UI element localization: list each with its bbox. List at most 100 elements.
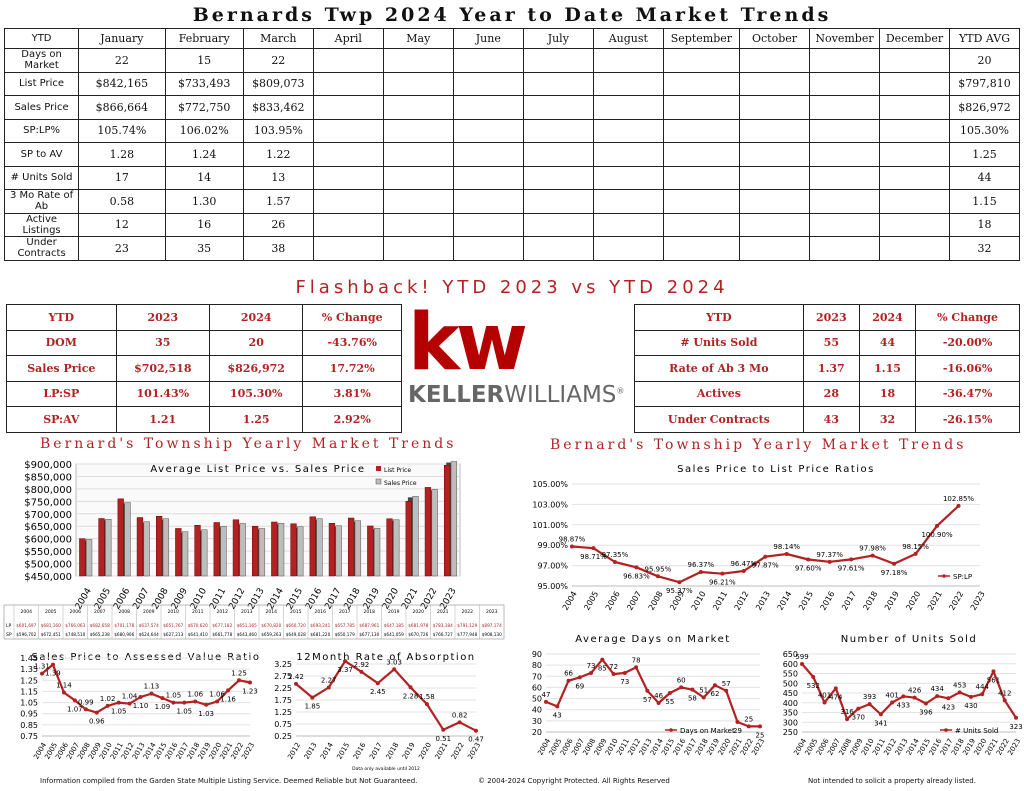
table-year: 2018 <box>364 609 376 615</box>
table-lp-value: $637,574 <box>139 623 159 628</box>
data-label: 0.51 <box>435 735 451 743</box>
data-label: 323 <box>1009 723 1022 731</box>
table-cell <box>592 142 664 167</box>
table-cell <box>522 212 594 237</box>
ytd-avg-cell: 32 <box>948 236 1021 261</box>
table-cell <box>382 212 454 237</box>
data-point <box>40 671 44 676</box>
table-cell <box>312 189 384 214</box>
table-cell: 103.95% <box>242 118 314 143</box>
table-cell: $833,462 <box>242 95 314 120</box>
table-cell: 26 <box>242 212 314 237</box>
table-year: 2014 <box>266 609 278 615</box>
table-lp-value: $657,785 <box>335 623 355 628</box>
table-sp-value: $649,028 <box>286 632 306 637</box>
data-point <box>946 696 951 701</box>
table-row: Active Listings 12 16 26 18 <box>3 212 1021 237</box>
table-cell: 17.72% <box>302 355 402 382</box>
bar-sales-price <box>431 489 438 577</box>
data-label: 66 <box>564 670 573 678</box>
data-label: 25 <box>744 715 753 723</box>
table-cell <box>592 212 664 237</box>
table-lp-value: $897,174 <box>482 623 502 628</box>
bar-sales-price <box>124 502 131 577</box>
table-cell <box>382 236 454 261</box>
y-tick-label: 0.25 <box>274 732 292 741</box>
table-cell <box>592 236 664 261</box>
row-label: SP <box>6 632 12 638</box>
data-point <box>655 574 660 579</box>
table-row: 3 Mo Rate of Ab 0.58 1.30 1.57 1.15 <box>3 189 1021 214</box>
data-label: 474 <box>829 693 843 701</box>
bar-list-price <box>348 517 355 577</box>
table-cell <box>312 142 384 167</box>
data-point <box>698 570 703 575</box>
x-tick-label: 2019 <box>401 741 417 760</box>
table-year: 2004 <box>21 609 33 615</box>
y-tick-label: $650,000 <box>24 522 72 533</box>
data-point <box>457 720 462 725</box>
table-sp-value: $680,906 <box>114 632 134 637</box>
data-label: 532 <box>807 682 820 690</box>
bar-sales-price <box>297 526 304 577</box>
bar-list-price <box>271 521 278 577</box>
table-cell: 1.21 <box>115 406 211 433</box>
y-tick-label: 1.35 <box>20 665 38 674</box>
table-cell: 101.43% <box>115 380 211 407</box>
data-label: 46 <box>654 692 663 700</box>
row-label: Under Contracts <box>634 406 804 433</box>
column-header: November <box>808 28 880 49</box>
data-label: 95.37% <box>666 587 693 595</box>
data-point <box>237 678 242 683</box>
table-cell <box>878 48 950 73</box>
table-cell <box>878 118 950 143</box>
data-label: 3.37 <box>337 666 353 674</box>
table-row: Under Contracts 23 35 38 32 <box>3 236 1021 261</box>
table-row: # Units Sold 55 44 -20.00% <box>634 329 1020 356</box>
y-tick-label: $450,000 <box>24 572 72 583</box>
legend-label: Sales Price <box>384 480 417 487</box>
chart-title: Average List Price vs. Sales Price <box>150 464 365 475</box>
row-label: # Units Sold <box>634 329 804 356</box>
table-lp-value: $677,182 <box>212 623 232 628</box>
table-cell <box>382 48 454 73</box>
table-cell <box>808 212 880 237</box>
data-label: 97.98% <box>859 545 886 553</box>
table-cell: $809,073 <box>242 71 314 96</box>
table-cell <box>662 118 740 143</box>
data-label: 423 <box>942 703 955 711</box>
data-label: 401 <box>818 692 831 700</box>
table-year: 2021 <box>437 609 449 615</box>
table-cell: 106.02% <box>164 118 244 143</box>
chart-note: Data only available until 2012 <box>352 766 420 772</box>
data-point <box>50 662 55 667</box>
data-label: 2.27 <box>321 677 337 685</box>
data-point <box>923 701 928 706</box>
data-point <box>890 700 895 705</box>
data-point <box>375 681 380 686</box>
ytd-avg-cell: $797,810 <box>948 71 1021 96</box>
table-cell: 22 <box>78 48 166 73</box>
data-point <box>408 685 413 690</box>
table-lp-value: $791,129 <box>457 623 477 628</box>
data-point <box>441 727 446 732</box>
data-label: 561 <box>987 676 1000 684</box>
monthly-trends-table: YTD January February March April May June July A… <box>3 28 1021 261</box>
data-label: 1.39 <box>45 670 61 678</box>
data-point <box>656 701 661 706</box>
bar-sales-price <box>220 525 227 577</box>
table-lp-value: $660,720 <box>286 623 306 628</box>
bar-list-price <box>309 516 316 577</box>
data-point <box>600 657 605 662</box>
table-lp-value: $682,658 <box>90 623 110 628</box>
bar-list-price <box>405 501 412 577</box>
table-cell <box>312 95 384 120</box>
table-cell <box>522 118 594 143</box>
x-tick-label: 2017 <box>368 741 384 760</box>
data-label: 97.37% <box>816 551 843 559</box>
table-cell: 1.28 <box>78 142 166 167</box>
table-sp-value: $766,727 <box>433 632 453 637</box>
table-sp-value: $665,238 <box>90 632 110 637</box>
logo-reg: ® <box>616 386 625 396</box>
data-point <box>827 559 832 564</box>
